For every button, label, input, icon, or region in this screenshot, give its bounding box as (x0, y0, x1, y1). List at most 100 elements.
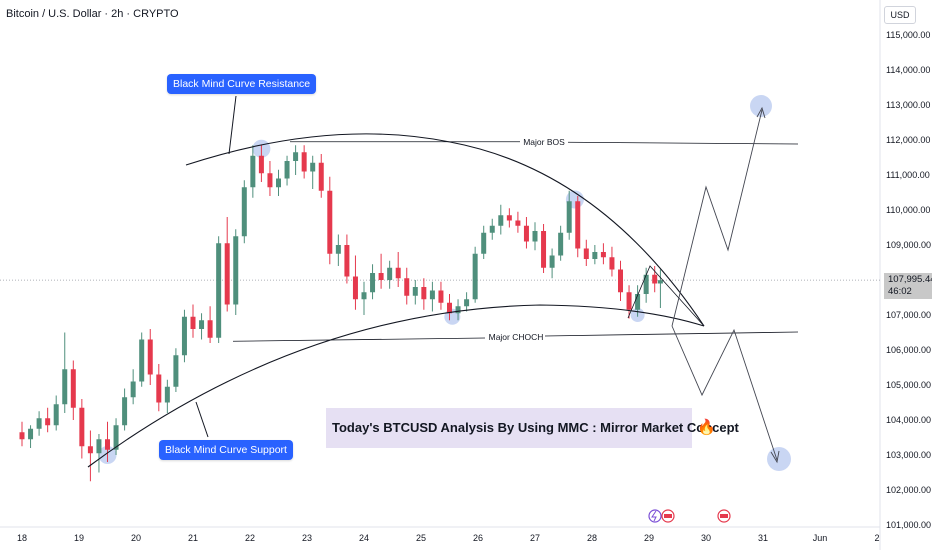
candle-body (19, 432, 25, 440)
support-curve (87, 304, 705, 468)
candle-body (79, 407, 85, 447)
candle-body (216, 243, 222, 338)
candle-body (523, 225, 529, 242)
time-tick-label: 31 (758, 533, 768, 543)
candle-body (652, 274, 658, 284)
bos-label: Major BOS (523, 137, 565, 147)
candle-body (657, 280, 663, 284)
last-price-label: 107,995.44 46:02 (884, 273, 932, 299)
time-tick-label: 2 (874, 533, 879, 543)
time-tick-label: 30 (701, 533, 711, 543)
resistance-pointer (228, 95, 237, 155)
candle-body (489, 225, 495, 233)
support-pointer (195, 401, 209, 438)
time-tick-label: 22 (245, 533, 255, 543)
candle-body (566, 201, 572, 233)
candle-body (438, 290, 444, 303)
candle-body (575, 201, 581, 249)
candle-body (181, 316, 187, 356)
resistance-curve (185, 133, 705, 327)
time-tick-label: 27 (530, 533, 540, 543)
candle-body (370, 273, 376, 293)
price-tick-label: 106,000.00 (886, 345, 931, 355)
candle-body (284, 161, 290, 179)
candle-body (395, 267, 401, 279)
support-callout[interactable]: Black Mind Curve Support (159, 440, 293, 460)
candle-body (335, 245, 341, 254)
time-tick-label: 29 (644, 533, 654, 543)
price-tick-label: 102,000.00 (886, 485, 931, 495)
candle-body (87, 446, 93, 454)
candle-body (301, 152, 307, 172)
choch-label: Major CHOCH (489, 332, 544, 342)
time-tick-label: 18 (17, 533, 27, 543)
candle-body (224, 243, 230, 305)
currency-selector[interactable]: USD (884, 6, 916, 24)
candle-body (28, 428, 34, 440)
candle-body (62, 369, 68, 405)
candle-body (318, 162, 324, 191)
candle-body (600, 252, 606, 258)
bearish-projection (671, 325, 778, 461)
price-tick-label: 103,000.00 (886, 450, 931, 460)
event-lightning-icon[interactable] (648, 509, 662, 523)
candle-body (404, 278, 410, 296)
candle-body (361, 292, 367, 300)
candle-body (344, 245, 350, 277)
time-tick-label: 20 (131, 533, 141, 543)
candle-body (105, 439, 110, 450)
bearish-arrowhead (770, 450, 780, 464)
candle-body (378, 273, 384, 280)
price-tick-label: 111,000.00 (886, 170, 930, 180)
candle-body (592, 252, 598, 259)
candle-body (412, 287, 418, 296)
time-tick-label: 28 (587, 533, 597, 543)
candle-body (643, 274, 649, 294)
candle-body (310, 162, 316, 172)
bullish-arrowhead (756, 106, 766, 119)
touch-highlight-circle (767, 447, 791, 471)
price-tick-label: 109,000.00 (886, 240, 931, 250)
candle-body (447, 302, 452, 314)
candle-body (190, 316, 196, 329)
analysis-banner[interactable]: Today's BTCUSD Analysis By Using MMC : M… (326, 408, 739, 448)
resistance-callout[interactable]: Black Mind Curve Resistance (167, 74, 317, 94)
candle-body (207, 320, 213, 338)
candle-body (532, 231, 538, 242)
flag-stripe (720, 514, 728, 518)
candle-body (635, 294, 641, 310)
candle-body (472, 253, 478, 300)
candle-body (429, 290, 435, 300)
candle-body (609, 257, 615, 270)
last-price-value: 107,995.44 (888, 274, 932, 285)
candle-body (481, 232, 487, 254)
candle-body (96, 439, 102, 454)
candle-body (36, 418, 42, 429)
candle-body (293, 152, 299, 161)
flag-stripe (664, 514, 672, 518)
candle-body (156, 374, 162, 403)
price-tick-label: 110,000.00 (886, 205, 930, 215)
candle-body (464, 299, 470, 307)
candle-body (455, 306, 461, 314)
candle-body (258, 155, 264, 174)
wedge-lines (627, 265, 705, 327)
time-tick-label: 26 (473, 533, 483, 543)
candle-body (147, 339, 153, 375)
price-tick-label: 114,000.00 (886, 65, 930, 75)
time-tick-label: 24 (359, 533, 369, 543)
candle-body (515, 220, 521, 226)
lightning-glyph (651, 510, 657, 522)
candle-body (626, 292, 632, 310)
time-tick-label: 19 (74, 533, 84, 543)
candle-body (327, 190, 333, 254)
price-tick-label: 105,000.00 (886, 380, 931, 390)
candle-body (139, 339, 145, 382)
choch-line-left (232, 337, 486, 342)
candle-body (618, 269, 623, 293)
touch-highlight-circle (750, 95, 772, 117)
fire-icon: 🔥 (697, 419, 716, 436)
candle-body (241, 187, 247, 237)
